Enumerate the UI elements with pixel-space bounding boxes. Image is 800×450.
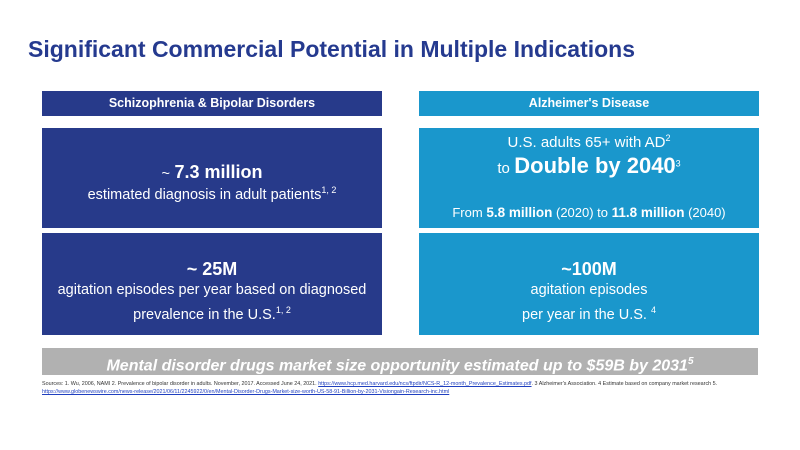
ad-double-line: to Double by 20403 — [419, 153, 759, 179]
to-value: 11.8 million — [611, 205, 685, 220]
agitation-episodes-description: agitation episodes per year based on dia… — [42, 280, 382, 325]
footnote-ref: 2 — [665, 133, 671, 143]
from-label: From — [452, 205, 483, 220]
double-by-2040: Double by 2040 — [514, 153, 676, 178]
agitation-episodes-box: ~ 25M agitation episodes per year based … — [42, 233, 382, 335]
diagnosis-description: estimated diagnosis in adult patients1, … — [42, 185, 382, 203]
diagnosis-value: 7.3 million — [174, 162, 263, 182]
ad-adults-text: U.S. adults 65+ with AD — [507, 134, 666, 151]
ad-agitation-text-line2: per year in the U.S. — [522, 306, 647, 323]
footnote-ref: 4 — [650, 305, 656, 315]
ad-agitation-text-line2-wrap: per year in the U.S. 4 — [419, 300, 759, 325]
ad-agitation-text-line1: agitation episodes — [530, 282, 648, 298]
ad-adults-line: U.S. adults 65+ with AD2 — [419, 133, 759, 151]
source-link-harvard[interactable]: https://www.hcp.med.harvard.edu/ncs/ftpd… — [318, 381, 532, 387]
market-size-text: Mental disorder drugs market size opport… — [106, 357, 688, 375]
ad-agitation-box: ~100M agitation episodes per year in the… — [419, 233, 759, 335]
agitation-text-line2-wrap: prevalence in the U.S.1, 2 — [42, 300, 382, 325]
to-year: (2040) — [688, 205, 726, 220]
from-value: 5.8 million — [486, 205, 553, 220]
sources-text-2: . 3 Alzheimer's Association. 4 Estimate … — [531, 381, 718, 387]
footnote-ref: 1, 2 — [321, 185, 337, 195]
footnote-ref: 3 — [675, 158, 681, 169]
page-title: Significant Commercial Potential in Mult… — [28, 36, 636, 62]
ad-agitation-description: agitation episodes per year in the U.S. … — [419, 280, 759, 325]
sources-footnote: Sources: 1. Wu, 2006, NAMI 2. Prevalence… — [42, 380, 742, 397]
diagnosis-text: estimated diagnosis in adult patients — [87, 186, 322, 203]
alzheimers-header: Alzheimer's Disease — [419, 91, 759, 116]
footnote-ref: 5 — [687, 356, 694, 367]
agitation-text-line1: agitation episodes per year based on dia… — [57, 282, 367, 298]
schizophrenia-bipolar-header: Schizophrenia & Bipolar Disorders — [42, 91, 382, 116]
agitation-text-line2: prevalence in the U.S. — [133, 306, 276, 323]
to-word: to — [497, 160, 510, 177]
from-year: (2020) to — [555, 205, 609, 220]
footnote-ref: 1, 2 — [275, 305, 291, 315]
diagnosis-stat-value-line: ~ 7.3 million — [42, 162, 382, 183]
diagnosis-stat-box: ~ 7.3 million estimated diagnosis in adu… — [42, 128, 382, 228]
ad-agitation-value: ~100M — [561, 259, 617, 279]
ad-growth-box: U.S. adults 65+ with AD2 to Double by 20… — [419, 128, 759, 228]
market-size-banner: Mental disorder drugs market size opport… — [42, 348, 758, 375]
source-link-globenewswire[interactable]: https://www.globenewswire.com/news-relea… — [42, 389, 450, 396]
ad-range-line: From 5.8 million (2020) to 11.8 million … — [419, 205, 759, 220]
tilde: ~ — [161, 166, 170, 182]
sources-text-1: Sources: 1. Wu, 2006, NAMI 2. Prevalence… — [42, 381, 317, 387]
agitation-episodes-value: ~ 25M — [186, 259, 238, 279]
